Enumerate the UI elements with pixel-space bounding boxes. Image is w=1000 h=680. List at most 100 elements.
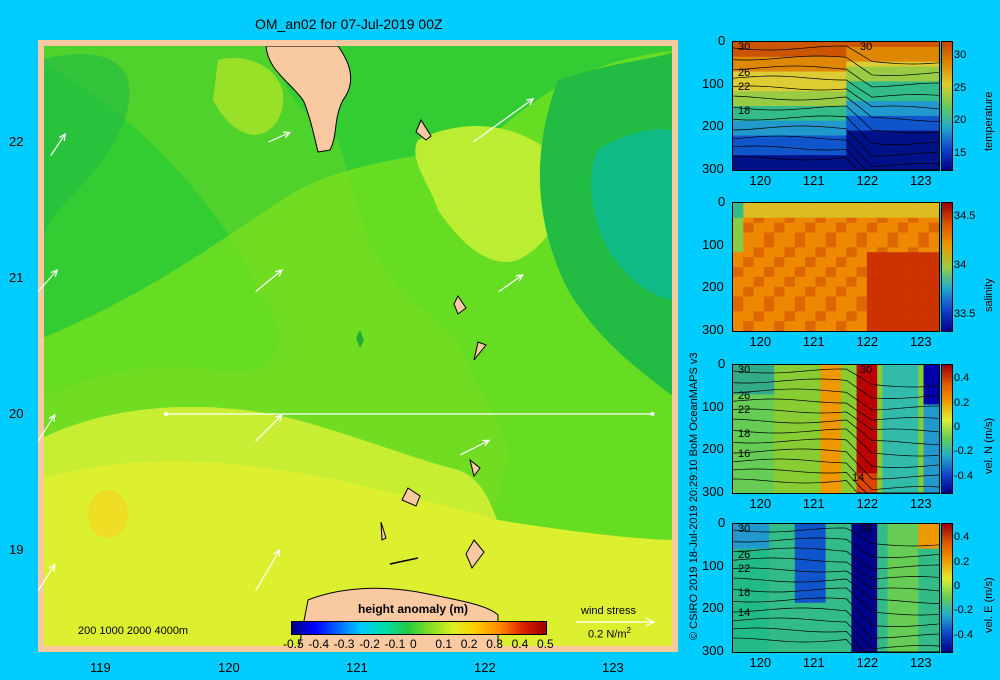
- heatmap-cell: [758, 478, 765, 484]
- heatmap-cell: [789, 433, 796, 440]
- heatmap-cell: [799, 51, 806, 58]
- heatmap-cell: [897, 76, 904, 82]
- heatmap-cell: [851, 91, 858, 97]
- heatmap-cell: [779, 56, 785, 63]
- heatmap-cell: [774, 414, 780, 420]
- heatmap-cell: [866, 61, 873, 68]
- heatmap-cell: [846, 433, 852, 440]
- heatmap-cell: [928, 311, 935, 317]
- heatmap-cell: [918, 281, 925, 288]
- heatmap-cell: [763, 389, 770, 396]
- heatmap-cell: [815, 267, 822, 273]
- heatmap-cell: [846, 548, 852, 555]
- heatmap-cell: [815, 71, 822, 77]
- heatmap-cell: [918, 578, 925, 584]
- heatmap-cell: [897, 597, 904, 604]
- heatmap-cell: [892, 140, 899, 146]
- heatmap-cell: [799, 110, 806, 117]
- heatmap-cell: [913, 617, 919, 623]
- section-colorbar-tick: -0.2: [954, 445, 973, 458]
- heatmap-cell: [902, 160, 909, 166]
- heatmap-cell: [815, 528, 822, 535]
- heatmap-cell: [830, 433, 837, 440]
- heatmap-cell: [789, 252, 796, 258]
- heatmap-cell: [851, 262, 858, 268]
- heatmap-cell: [913, 56, 919, 63]
- heatmap-cell: [805, 429, 811, 435]
- heatmap-cell: [841, 207, 847, 214]
- heatmap-cell: [908, 528, 914, 535]
- heatmap-cell: [733, 296, 739, 302]
- heatmap-cell: [877, 617, 883, 623]
- heatmap-cell: [779, 524, 785, 530]
- heatmap-cell: [830, 488, 837, 493]
- heatmap-cell: [799, 281, 806, 288]
- heatmap-cell: [810, 51, 816, 58]
- heatmap-cell: [763, 66, 770, 73]
- heatmap-cell: [820, 207, 827, 214]
- heatmap-cell: [779, 91, 785, 97]
- heatmap-cell: [892, 252, 899, 258]
- heatmap-cell: [825, 443, 832, 450]
- heatmap-cell: [851, 150, 858, 156]
- heatmap-cell: [794, 286, 801, 293]
- heatmap-cell: [897, 429, 904, 435]
- heatmap-cell: [774, 473, 780, 479]
- heatmap-cell: [810, 145, 816, 151]
- heatmap-cell: [928, 429, 935, 435]
- heatmap-cell: [933, 321, 939, 327]
- heatmap-cell: [769, 414, 775, 420]
- heatmap-cell: [918, 568, 925, 574]
- map-island-8: [389, 557, 419, 565]
- heatmap-cell: [851, 203, 858, 209]
- heatmap-cell: [763, 321, 770, 327]
- heatmap-cell: [851, 61, 858, 68]
- heatmap-cell: [861, 438, 868, 445]
- heatmap-cell: [892, 212, 899, 219]
- heatmap-cell: [902, 443, 909, 450]
- heatmap-cell: [769, 592, 775, 599]
- heatmap-cell: [856, 276, 863, 283]
- heatmap-cell: [887, 125, 894, 132]
- heatmap-cell: [794, 311, 801, 317]
- heatmap-cell: [928, 276, 935, 283]
- heatmap-cell: [923, 262, 930, 268]
- heatmap-cell: [779, 409, 785, 415]
- heatmap-cell: [820, 443, 827, 450]
- heatmap-cell: [882, 232, 888, 238]
- heatmap-cell: [763, 203, 770, 209]
- heatmap-cell: [794, 483, 801, 489]
- heatmap-cell: [825, 602, 832, 609]
- heatmap-cell: [897, 106, 904, 112]
- heatmap-cell: [805, 165, 811, 170]
- heatmap-cell: [887, 414, 894, 420]
- heatmap-cell: [877, 212, 883, 219]
- heatmap-cell: [856, 301, 863, 307]
- heatmap-cell: [810, 409, 816, 415]
- heatmap-cell: [918, 365, 925, 371]
- heatmap-cell: [815, 86, 822, 92]
- heatmap-cell: [861, 379, 868, 386]
- heatmap-cell: [846, 458, 852, 464]
- heatmap-cell: [908, 394, 914, 400]
- wind-vector: [255, 269, 284, 293]
- heatmap-cell: [861, 296, 868, 302]
- heatmap-cell: [933, 568, 939, 574]
- heatmap-cell: [877, 286, 883, 293]
- heatmap-cell: [769, 538, 775, 545]
- heatmap-cell: [753, 433, 760, 440]
- heatmap-cell: [830, 115, 837, 122]
- heatmap-cell: [908, 379, 914, 386]
- heatmap-cell: [784, 311, 791, 317]
- heatmap-cell: [856, 81, 863, 87]
- heatmap-cell: [897, 262, 904, 268]
- heatmap-cell: [877, 612, 883, 619]
- heatmap-cell: [836, 583, 842, 589]
- heatmap-cell: [897, 316, 904, 322]
- heatmap-cell: [758, 61, 765, 68]
- heatmap-cell: [882, 86, 888, 92]
- heatmap-cell: [887, 409, 894, 415]
- heatmap-cell: [846, 321, 852, 327]
- heatmap-cell: [892, 276, 899, 283]
- heatmap-cell: [753, 227, 760, 234]
